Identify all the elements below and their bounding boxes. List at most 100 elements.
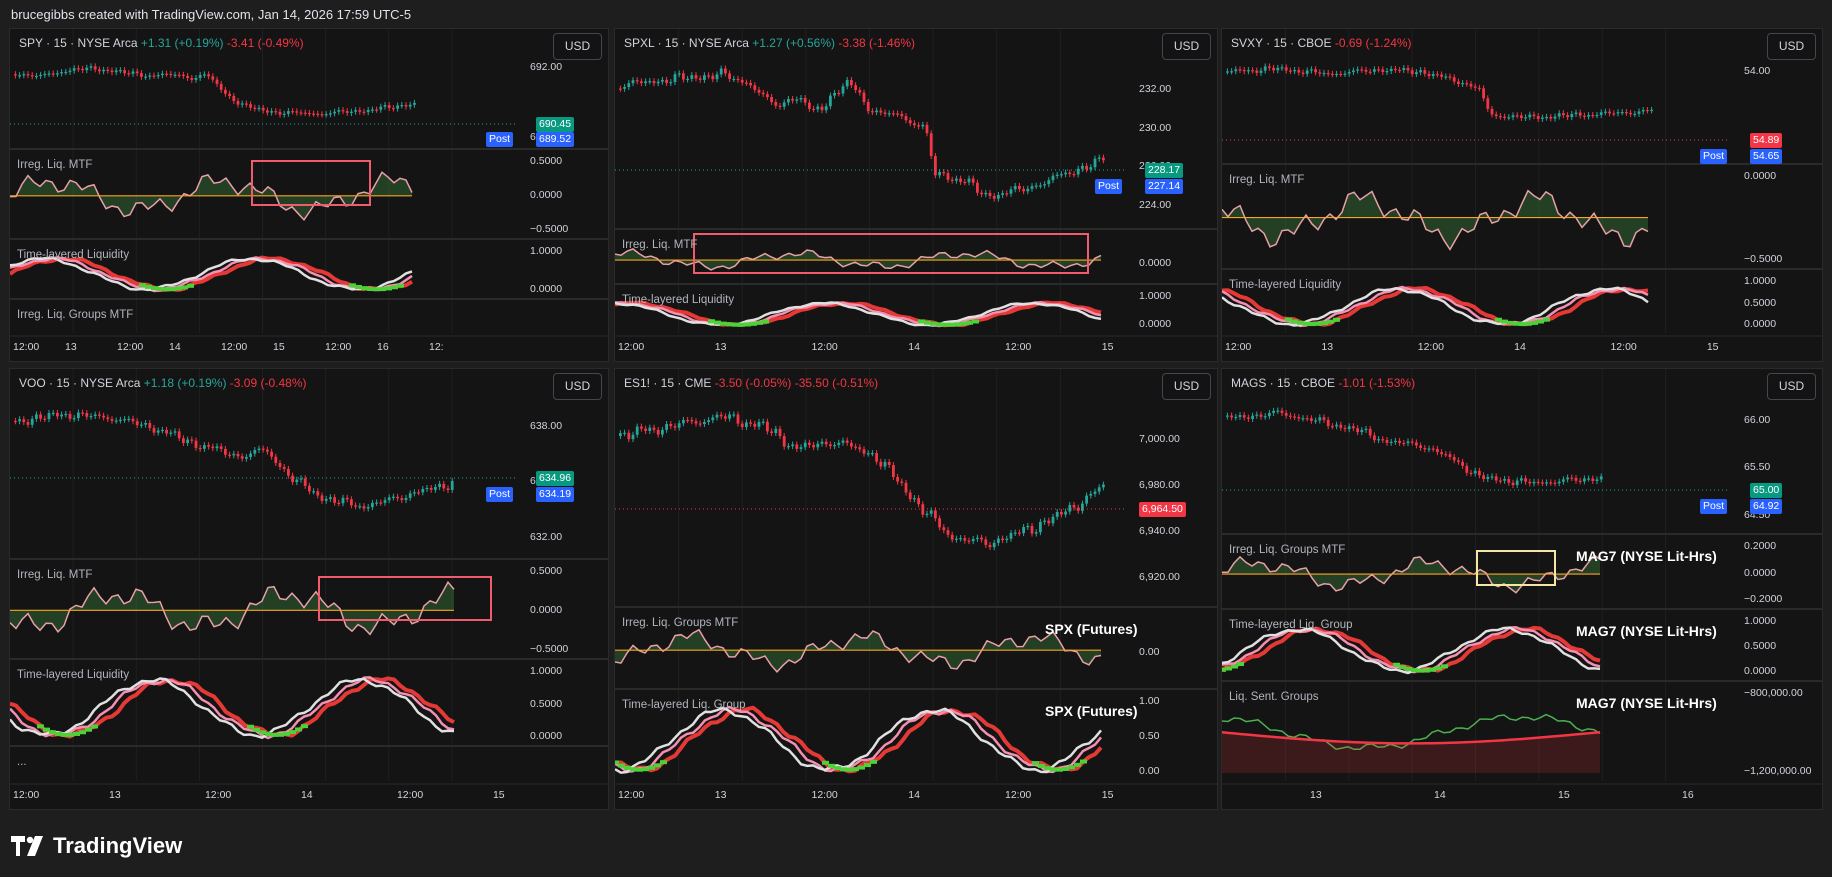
candle-body (1026, 188, 1030, 192)
indicator-name[interactable]: Liq. Sent. Groups (1229, 691, 1319, 703)
candle-body (1005, 538, 1009, 541)
candle-body (1608, 111, 1611, 114)
tradingview-logo[interactable]: TradingView (11, 833, 182, 859)
candle-body (925, 124, 929, 134)
indicator-name[interactable]: Time-layered Liquidity (1229, 279, 1342, 291)
candle-body (371, 109, 374, 111)
symbol-header[interactable]: SPXL · 15 · NYSE Arca +1.27 (+0.56%) -3.… (624, 36, 915, 50)
chart-panel-1[interactable]: SPY · 15 · NYSE Arca +1.31 (+0.19%) -3.4… (9, 28, 609, 362)
candle-body (56, 412, 59, 417)
indicator-axis-label: 0.0000 (1139, 318, 1172, 330)
candle-body (211, 76, 215, 80)
candle-body (1524, 478, 1527, 482)
liquidity-layer-2 (10, 676, 455, 740)
candle-body (1448, 76, 1452, 78)
indicator-name[interactable]: Time-layered Liq. Group (622, 699, 746, 711)
liquidity-trough (349, 283, 356, 288)
indicator-name[interactable]: Irreg. Liq. Groups MTF (17, 309, 134, 321)
chart-canvas[interactable] (10, 29, 609, 362)
chart-canvas[interactable] (1222, 29, 1823, 362)
liquidity-trough (277, 732, 284, 737)
symbol-header[interactable]: SPY · 15 · NYSE Arca +1.31 (+0.19%) -3.4… (19, 36, 304, 50)
chart-canvas[interactable] (615, 369, 1218, 810)
candle-body (1478, 87, 1481, 90)
candle-body (1352, 70, 1355, 73)
symbol-header[interactable]: SVXY · 15 · CBOE -0.69 (-1.24%) (1231, 36, 1412, 50)
candle-body (1314, 420, 1317, 422)
currency-button[interactable]: USD (1162, 33, 1211, 60)
last-price-label: 6,964.50 (1139, 502, 1186, 517)
candle-body (736, 78, 740, 81)
currency-button[interactable]: USD (1162, 373, 1211, 400)
candle-body (728, 414, 731, 419)
indicator-name[interactable]: Irreg. Liq. Groups MTF (622, 617, 739, 629)
candle-body (656, 81, 660, 84)
symbol-label[interactable]: SVXY · 15 · CBOE (1231, 36, 1335, 50)
candle-body (1604, 111, 1607, 113)
liquidity-trough (187, 283, 194, 288)
candle-body (224, 448, 227, 455)
symbol-label[interactable]: ES1! · 15 · CME (624, 376, 715, 390)
candle-body (719, 68, 723, 75)
change-post: -0.69 (-1.24%) (1334, 36, 1412, 50)
time-axis-label: 12:00 (811, 341, 838, 353)
symbol-header[interactable]: ES1! · 15 · CME -3.50 (-0.05%) -35.50 (-… (624, 376, 878, 390)
post-market-price: 227.14 (1145, 179, 1184, 194)
candle-body (1251, 415, 1254, 419)
candle-body (866, 102, 870, 112)
candle-body (1001, 538, 1004, 541)
candle-body (169, 432, 173, 434)
time-axis-label: 13 (714, 341, 727, 353)
chart-canvas[interactable] (10, 369, 609, 810)
liquidity-trough (397, 283, 404, 288)
indicator-name[interactable]: Irreg. Liq. Groups MTF (1229, 544, 1346, 556)
liquidity-trough (1225, 666, 1232, 671)
currency-button[interactable]: USD (553, 33, 602, 60)
candle-body (337, 110, 341, 112)
chart-panel-3[interactable]: SVXY · 15 · CBOE -0.69 (-1.24%) USD 54.00 5… (1221, 28, 1823, 362)
indicator-name[interactable]: Time-layered Liquidity (17, 249, 130, 261)
chart-panel-6[interactable]: MAGS · 15 · CBOE -1.01 (-1.53%) USD 66.00 6… (1221, 368, 1823, 810)
candle-body (1620, 112, 1624, 114)
chart-panel-2[interactable]: SPXL · 15 · NYSE Arca +1.27 (+0.56%) -3.… (614, 28, 1218, 362)
time-axis-label: 16 (377, 341, 389, 353)
chart-panel-5[interactable]: ES1! · 15 · CME -3.50 (-0.05%) -35.50 (-… (614, 368, 1218, 810)
symbol-label[interactable]: SPY · 15 · NYSE Arca (19, 36, 141, 50)
candle-body (18, 419, 21, 422)
candle-body (1259, 414, 1263, 417)
chart-panel-4[interactable]: VOO · 15 · NYSE Arca +1.18 (+0.19%) -3.0… (9, 368, 609, 810)
currency-button[interactable]: USD (553, 373, 602, 400)
candle-body (661, 79, 664, 82)
chart-canvas[interactable] (615, 29, 1218, 362)
candle-body (1305, 418, 1309, 420)
currency-button[interactable]: USD (1767, 373, 1816, 400)
price-axis-label: 638.00 (530, 420, 563, 433)
candle-body (623, 87, 626, 89)
candle-body (1022, 189, 1025, 192)
candle-body (833, 445, 836, 447)
symbol-label[interactable]: VOO · 15 · NYSE Arca (19, 376, 144, 390)
indicator-name[interactable]: Time-layered Liq. Group (1229, 619, 1353, 631)
indicator-name[interactable]: Irreg. Liq. MTF (1229, 174, 1305, 186)
indicator-name[interactable]: Time-layered Liquidity (622, 294, 735, 306)
candle-body (287, 111, 290, 114)
liquidity-trough (942, 322, 949, 327)
candle-body (261, 448, 265, 450)
indicator-name[interactable]: Irreg. Liq. MTF (622, 239, 698, 251)
highlight-box (251, 160, 371, 206)
chart-canvas[interactable] (1222, 369, 1823, 810)
symbol-header[interactable]: MAGS · 15 · CBOE -1.01 (-1.53%) (1231, 376, 1415, 390)
symbol-header[interactable]: VOO · 15 · NYSE Arca +1.18 (+0.19%) -3.0… (19, 376, 306, 390)
indicator-name[interactable]: ... (17, 756, 27, 768)
indicator-name[interactable]: Irreg. Liq. MTF (17, 569, 93, 581)
symbol-label[interactable]: SPXL · 15 · NYSE Arca (624, 36, 753, 50)
candle-body (913, 123, 916, 126)
symbol-label[interactable]: MAGS · 15 · CBOE (1231, 376, 1339, 390)
candle-body (81, 412, 84, 414)
change-post: -3.41 (-0.49%) (226, 36, 304, 50)
indicator-name[interactable]: Time-layered Liquidity (17, 669, 130, 681)
indicator-name[interactable]: Irreg. Liq. MTF (17, 159, 93, 171)
candle-body (161, 73, 164, 76)
candle-body (85, 67, 89, 71)
currency-button[interactable]: USD (1767, 33, 1816, 60)
